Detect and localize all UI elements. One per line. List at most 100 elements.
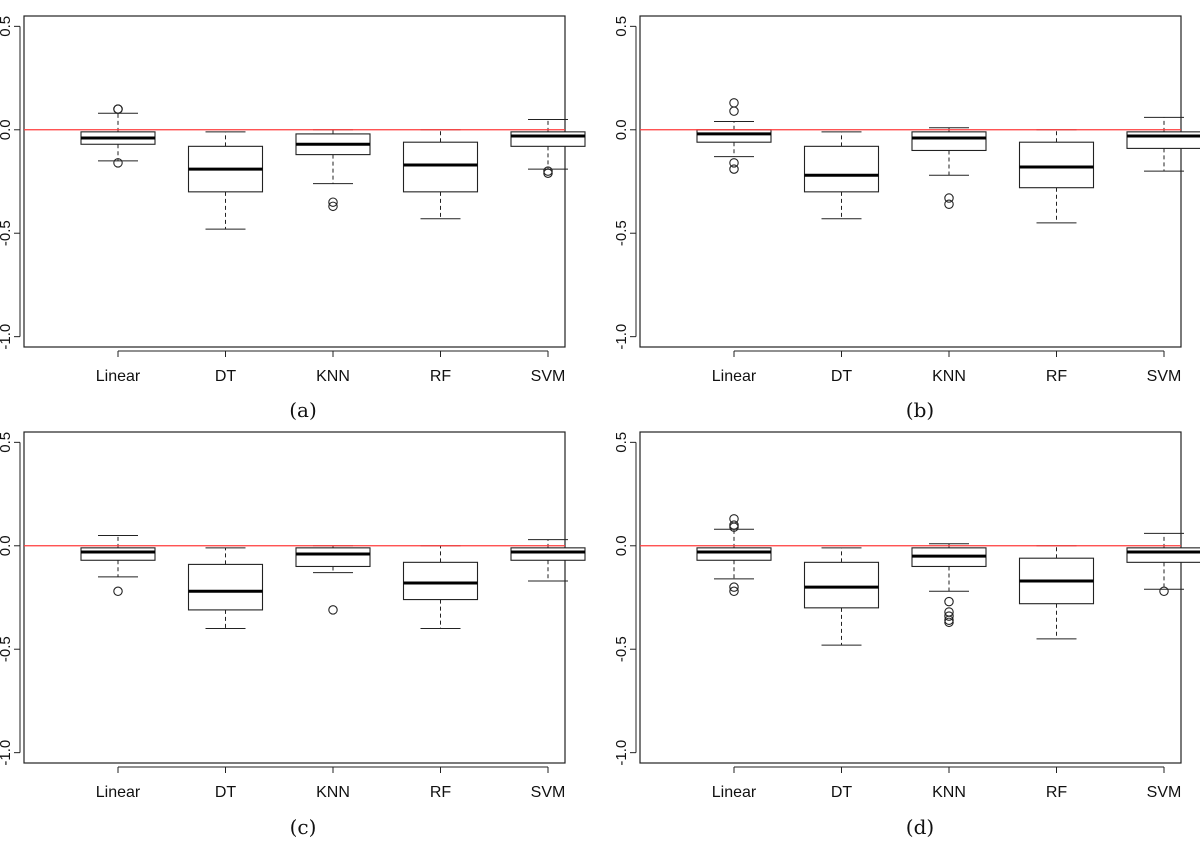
outlier-point (1159, 586, 1169, 597)
y-tick-label: 0.5 (0, 16, 14, 37)
x-tick-label: DT (831, 368, 853, 385)
panel-c: -1.0 -0.5 0.0 0.5 Linear DT KNN RF SVM (c) (0, 431, 586, 839)
iqr-box (187, 563, 264, 611)
panel-b: -1.0 -0.5 0.0 0.5 Linear DT KNN RF SVM (b) (613, 15, 1200, 422)
iqr-box (295, 547, 371, 568)
outlier-point (729, 522, 739, 532)
x-tick-label: Linear (96, 368, 141, 385)
y-tick-label: 0.0 (0, 119, 14, 140)
outlier-point (543, 168, 553, 178)
panel-d: -1.0 -0.5 0.0 0.5 Linear DT KNN RF SVM (d) (613, 431, 1200, 839)
x-tick-label: DT (215, 368, 237, 385)
iqr-box (911, 131, 987, 152)
panel-caption: (b) (906, 398, 934, 422)
iqr-box (402, 561, 479, 601)
y-tick-label: 0.5 (613, 432, 630, 453)
x-tick-label: SVM (1147, 784, 1182, 801)
x-tick-label: RF (430, 368, 452, 385)
box-rf (402, 129, 479, 220)
x-tick-label: Linear (712, 368, 757, 385)
box-linear (696, 98, 772, 174)
x-tick-label: RF (430, 784, 452, 801)
box-dt (803, 547, 880, 646)
x-tick-label: KNN (316, 368, 350, 385)
box-svm (1126, 116, 1200, 172)
y-tick-label: 0.0 (613, 119, 630, 140)
iqr-box (1126, 547, 1200, 563)
y-tick-label: 0.5 (613, 16, 630, 37)
x-tick-label: KNN (932, 368, 966, 385)
panel-caption: (d) (906, 815, 934, 839)
box-knn (295, 545, 371, 615)
plot-frame (23, 431, 566, 764)
x-tick-label: SVM (1147, 368, 1182, 385)
outlier-point (944, 611, 954, 621)
outlier-point (729, 520, 739, 530)
x-tick-label: Linear (96, 784, 141, 801)
y-tick-label: 0.0 (0, 535, 14, 556)
y-tick-label: -0.5 (613, 636, 630, 662)
x-tick-label: Linear (712, 784, 757, 801)
box-linear (696, 514, 772, 597)
x-tick-label: RF (1046, 784, 1068, 801)
iqr-box (696, 129, 772, 143)
panel-a: -1.0 -0.5 0.0 0.5 Linear DT KNN RF SVM (a) (0, 15, 586, 422)
outlier-point (729, 164, 739, 174)
y-tick-label: 0.0 (613, 535, 630, 556)
x-tick-label: SVM (531, 368, 566, 385)
box-knn (295, 129, 371, 212)
x-tick-label: RF (1046, 368, 1068, 385)
y-tick-label: -0.5 (0, 220, 14, 246)
panel-caption: (c) (290, 815, 317, 839)
iqr-box (1126, 131, 1200, 149)
box-rf (1018, 545, 1095, 640)
outlier-point (729, 582, 739, 592)
iqr-box (80, 547, 156, 561)
outlier-point (729, 158, 739, 168)
x-tick-label: DT (831, 784, 853, 801)
box-linear (80, 534, 156, 597)
y-tick-label: -1.0 (0, 324, 14, 350)
iqr-box (510, 131, 586, 147)
outlier-point (113, 104, 123, 114)
outlier-point (944, 617, 954, 628)
box-knn (911, 127, 987, 210)
box-dt (187, 547, 264, 630)
iqr-box (803, 561, 880, 609)
outlier-point (944, 199, 954, 210)
box-dt (187, 131, 264, 230)
box-svm (510, 539, 586, 582)
outlier-point (113, 158, 123, 168)
box-svm (1126, 532, 1200, 597)
box-linear (80, 104, 156, 168)
y-tick-label: -0.5 (613, 220, 630, 246)
iqr-box (1018, 141, 1095, 189)
x-tick-label: SVM (531, 784, 566, 801)
panel-caption: (a) (289, 398, 317, 422)
box-rf (1018, 129, 1095, 224)
outlier-point (729, 586, 739, 597)
outlier-point (113, 586, 123, 597)
outlier-point (328, 197, 338, 207)
iqr-box (402, 141, 479, 193)
box-knn (911, 543, 987, 628)
y-tick-label: -1.0 (613, 740, 630, 766)
outlier-point (328, 201, 338, 212)
outlier-point (729, 106, 739, 116)
plot-frame (23, 15, 566, 348)
iqr-box (696, 547, 772, 561)
x-tick-label: KNN (932, 784, 966, 801)
plot-frame (639, 431, 1182, 764)
y-tick-label: -1.0 (0, 740, 14, 766)
outlier-point (944, 596, 954, 607)
x-tick-label: DT (215, 784, 237, 801)
y-tick-label: -0.5 (0, 636, 14, 662)
outlier-point (944, 193, 954, 203)
box-dt (803, 131, 880, 220)
outlier-point (328, 605, 338, 615)
x-tick-label: KNN (316, 784, 350, 801)
iqr-box (803, 145, 880, 193)
iqr-box (510, 547, 586, 561)
y-tick-label: 0.5 (0, 432, 14, 453)
